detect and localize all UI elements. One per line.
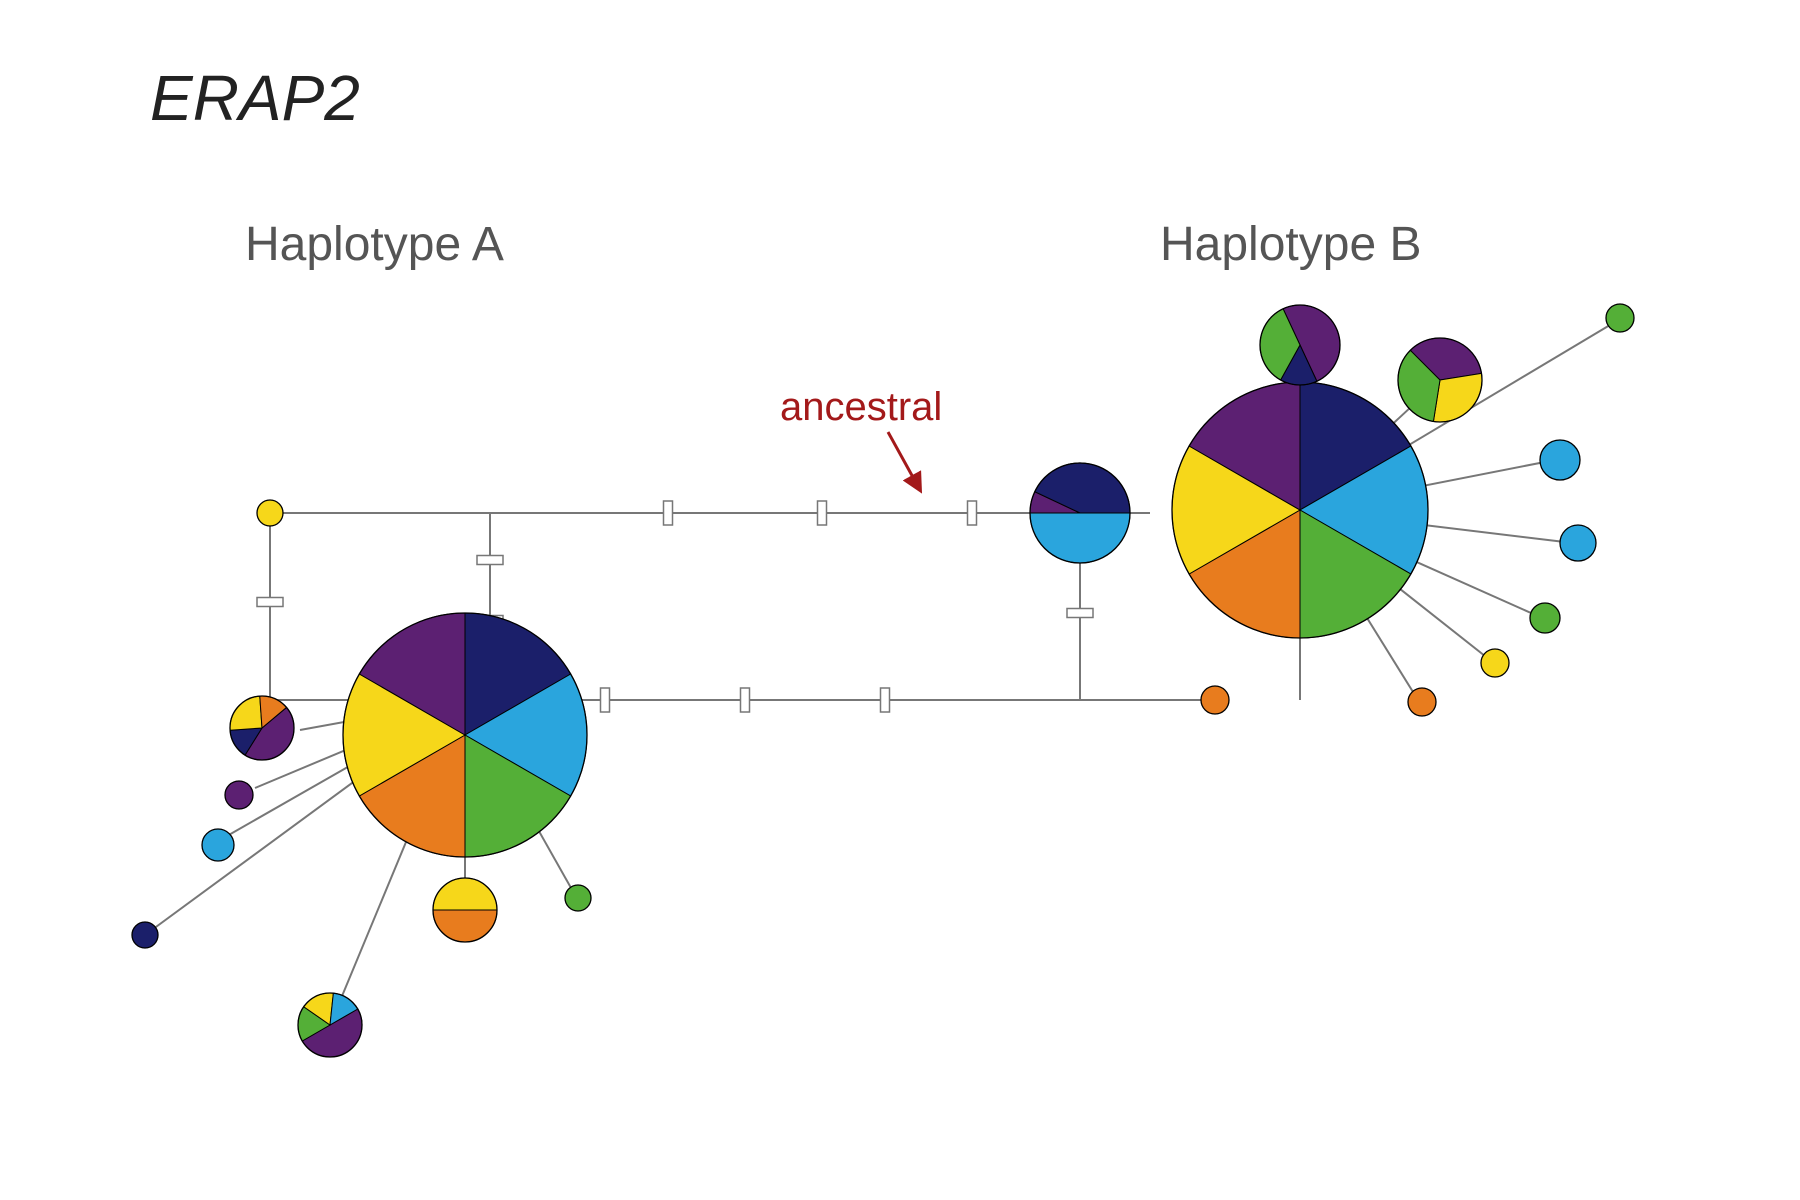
haplotype-node: [1030, 463, 1130, 563]
ancestral-label: ancestral: [780, 385, 942, 429]
haplotype-b-label: Haplotype B: [1160, 218, 1422, 271]
mutation-tick: [664, 501, 673, 525]
haplotype-node: [230, 696, 294, 760]
gene-title: ERAP2: [150, 62, 360, 134]
mutation-tick: [1067, 609, 1093, 618]
pie-slice: [433, 910, 497, 942]
mutation-tick: [601, 688, 610, 712]
haplotype-node: [225, 781, 253, 809]
pie-slice: [1433, 373, 1482, 422]
ancestral-arrow: [888, 432, 920, 490]
mutation-tick: [881, 688, 890, 712]
mutation-tick: [818, 501, 827, 525]
pie-slice: [433, 878, 497, 910]
haplotype-node: [1481, 649, 1509, 677]
haplotype-network-diagram: ERAP2 Haplotype A Haplotype B ancestral: [0, 0, 1800, 1200]
mutation-tick: [741, 688, 750, 712]
haplotype-node: [1172, 382, 1428, 638]
haplotype-node: [1560, 525, 1596, 561]
haplotype-node: [343, 613, 587, 857]
haplotype-node: [132, 922, 158, 948]
haplotype-node: [1530, 603, 1560, 633]
mutation-tick: [477, 556, 503, 565]
haplotype-node: [1398, 338, 1482, 422]
mutation-tick: [968, 501, 977, 525]
haplotype-node: [202, 829, 234, 861]
haplotype-node: [257, 500, 283, 526]
haplotype-node: [1540, 440, 1580, 480]
haplotype-node: [1201, 686, 1229, 714]
haplotype-node: [433, 878, 497, 942]
haplotype-node: [1606, 304, 1634, 332]
haplotype-a-label: Haplotype A: [245, 218, 504, 271]
haplotype-node: [1408, 688, 1436, 716]
haplotype-node: [565, 885, 591, 911]
haplotype-node: [1260, 305, 1340, 385]
pie-slice: [1030, 513, 1130, 563]
haplotype-node: [298, 993, 362, 1057]
mutation-tick: [257, 598, 283, 607]
pie-slice: [230, 696, 262, 730]
